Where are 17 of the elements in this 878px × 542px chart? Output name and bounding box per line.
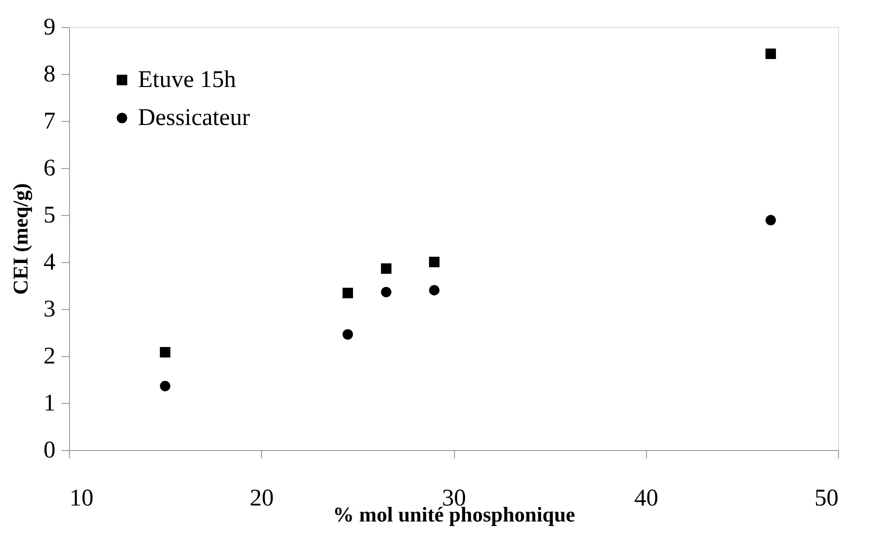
y-tick-label: 3 — [44, 296, 56, 322]
legend-label: Etuve 15h — [138, 67, 236, 93]
y-tick-label: 7 — [44, 108, 56, 134]
y-tick-label: 0 — [44, 438, 56, 464]
y-tick-label: 9 — [44, 14, 56, 40]
x-tick-label: 10 — [70, 486, 94, 512]
x-tick-label: 50 — [814, 486, 838, 512]
y-tick-label: 4 — [44, 250, 56, 276]
y-axis-title: CEI (meq/g) — [8, 183, 32, 295]
legend-label: Dessicateur — [138, 105, 250, 131]
y-tick-label: 5 — [44, 202, 56, 228]
y-tick-label: 8 — [44, 62, 56, 88]
y-tick-label: 6 — [44, 156, 56, 182]
y-tick-label: 1 — [44, 390, 56, 416]
x-tick-label: 20 — [250, 486, 274, 512]
y-tick-label: 2 — [44, 344, 56, 370]
x-tick-label: 40 — [634, 486, 658, 512]
